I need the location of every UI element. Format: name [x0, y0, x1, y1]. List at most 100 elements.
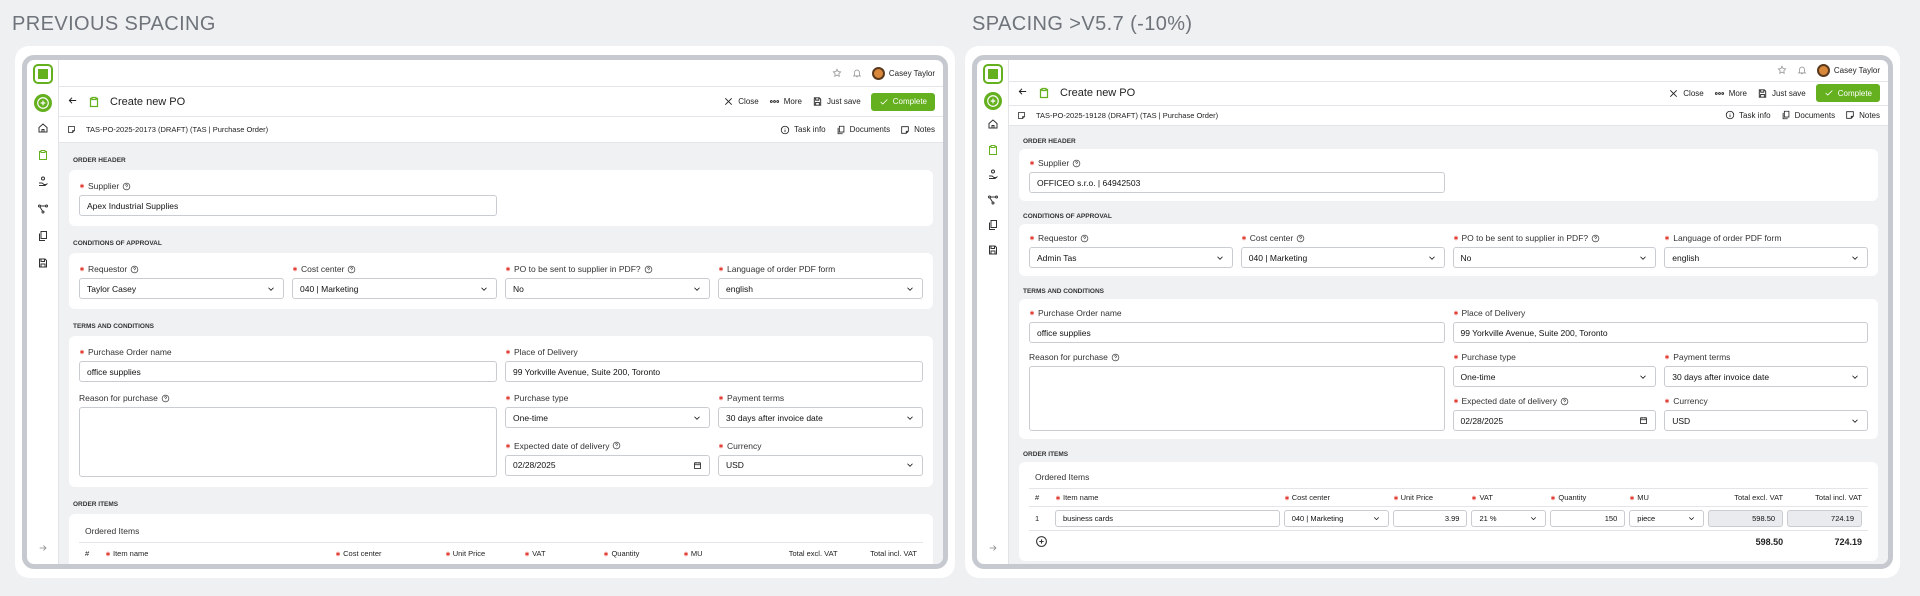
textarea[interactable]	[1029, 366, 1445, 432]
field-value: No	[513, 283, 524, 294]
collapse-button[interactable]	[988, 540, 998, 558]
home-icon[interactable]	[37, 121, 49, 139]
field-label: PO to be sent to supplier in PDF?	[1461, 233, 1589, 244]
tab[interactable]: Documents	[1781, 110, 1835, 120]
dropdown-chevron	[694, 415, 700, 420]
select[interactable]: 040 | Marketing	[292, 278, 497, 299]
user-menu[interactable]: Casey Taylor	[871, 66, 935, 80]
document-bar: TAS-PO-2025-20173 (DRAFT) (TAS | Purchas…	[59, 117, 943, 143]
home-icon[interactable]	[987, 117, 999, 135]
notifications-icon	[852, 69, 862, 78]
text-input[interactable]: office supplies	[1029, 322, 1445, 344]
required-mark	[505, 395, 511, 401]
text-input[interactable]: 02/28/2025	[1452, 410, 1657, 432]
tab[interactable]: Task info	[780, 125, 826, 135]
form-field: Expected date of delivery 02/28/2025	[505, 440, 710, 478]
required-mark	[718, 395, 724, 401]
tasks-icon[interactable]	[37, 148, 49, 166]
select[interactable]: english	[1664, 247, 1868, 269]
required-mark	[336, 551, 341, 556]
action-button[interactable]: More	[1714, 88, 1747, 99]
textarea[interactable]	[79, 407, 497, 477]
avatar	[871, 66, 885, 80]
tab[interactable]: Documents	[836, 125, 890, 135]
required-mark	[718, 266, 724, 272]
select[interactable]: english	[718, 278, 923, 299]
select[interactable]: Admin Tas	[1029, 247, 1233, 269]
action-button[interactable]: Close	[723, 96, 759, 107]
dropdown-chevron	[1216, 256, 1223, 260]
add-row-button[interactable]	[1035, 535, 1051, 550]
field-grid: Supplier Apex Industrial Supplies	[79, 180, 923, 216]
dropdown-chevron	[1852, 256, 1858, 260]
tab-label: Notes	[914, 125, 935, 134]
tab[interactable]: Task info	[1725, 110, 1771, 120]
field-label-row: PO to be sent to supplier in PDF?	[1453, 232, 1657, 244]
action-button[interactable]: More	[769, 96, 802, 107]
select[interactable]: USD	[718, 454, 923, 476]
text-input[interactable]: 99 Yorkville Avenue, Suite 200, Toronto	[505, 361, 923, 382]
documents-icon[interactable]	[987, 218, 999, 236]
add-button[interactable]	[983, 92, 1002, 111]
add-button[interactable]	[33, 94, 52, 112]
select[interactable]: No	[1452, 247, 1657, 269]
tab[interactable]: Notes	[900, 125, 935, 135]
select[interactable]: 040 | Marketing	[1240, 247, 1445, 269]
select[interactable]: 30 days after invoice date	[1664, 366, 1868, 388]
select[interactable]: One-time	[505, 407, 710, 428]
top-bar: Casey Taylor	[59, 60, 943, 87]
required-mark	[1453, 311, 1458, 316]
title-bar: Create new PO Close More Just save Complet…	[1009, 82, 1888, 106]
select[interactable]: 30 days after invoice date	[718, 407, 923, 428]
select[interactable]: No	[505, 278, 710, 299]
complete-button[interactable]: Complete	[1815, 84, 1880, 103]
select[interactable]: One-time	[1452, 366, 1657, 388]
action-icon	[769, 100, 779, 103]
text-input[interactable]: Apex Industrial Supplies	[79, 195, 497, 216]
field-label-row: Payment terms	[718, 392, 923, 404]
text-input[interactable]: 02/28/2025	[505, 454, 710, 476]
action-icon	[1714, 91, 1724, 95]
panel-card: Casey Taylor Create new PO Close More Just…	[965, 46, 1900, 578]
dropdown-chevron	[268, 286, 274, 291]
field-label: PO to be sent to supplier in PDF?	[514, 264, 641, 274]
action-button[interactable]: Just save	[812, 96, 861, 107]
required-mark	[1241, 236, 1246, 241]
column-header: Total incl. VAT	[842, 549, 917, 558]
select[interactable]: piece	[1629, 509, 1705, 527]
requests-icon[interactable]	[37, 175, 49, 193]
documents-icon[interactable]	[37, 229, 49, 247]
select[interactable]: 21 %	[1471, 509, 1547, 527]
select[interactable]: 040 | Marketing	[1283, 509, 1389, 527]
archive-icon[interactable]	[987, 243, 999, 261]
tasks-icon[interactable]	[987, 143, 999, 161]
complete-button[interactable]: Complete	[870, 92, 935, 111]
text-input[interactable]: 99 Yorkville Avenue, Suite 200, Toronto	[1452, 322, 1868, 344]
workflow-icon[interactable]	[987, 193, 999, 211]
back-button[interactable]	[67, 95, 78, 109]
back-button[interactable]	[1017, 86, 1028, 100]
home-icon-glyph	[38, 123, 47, 133]
action-button[interactable]: Close	[1668, 88, 1704, 99]
cell-value: 598.50	[1752, 513, 1776, 523]
calendar-icon	[694, 461, 701, 469]
user-menu[interactable]: Casey Taylor	[1816, 63, 1880, 77]
form-body: ORDER HEADER Supplier OFFICEO s.r.o. | 64…	[1009, 126, 1888, 564]
check-icon	[1825, 90, 1833, 96]
action-button[interactable]: Just save	[1757, 88, 1806, 99]
select[interactable]: Taylor Casey	[79, 278, 284, 299]
action-label: Close	[1683, 88, 1704, 98]
section-label: ORDER ITEMS	[1023, 450, 1069, 458]
cell-value: business cards	[1063, 513, 1114, 523]
collapse-button[interactable]	[38, 540, 48, 558]
requests-icon[interactable]	[987, 168, 999, 186]
workflow-icon[interactable]	[37, 202, 49, 220]
text-input[interactable]: 150	[1550, 509, 1626, 527]
text-input[interactable]: business cards	[1055, 509, 1280, 527]
archive-icon[interactable]	[37, 256, 49, 274]
tab[interactable]: Notes	[1845, 110, 1880, 120]
text-input[interactable]: OFFICEO s.r.o. | 64942503	[1029, 172, 1445, 194]
text-input[interactable]: office supplies	[79, 361, 497, 382]
text-input[interactable]: 3.99	[1392, 509, 1468, 527]
select[interactable]: USD	[1664, 410, 1868, 432]
